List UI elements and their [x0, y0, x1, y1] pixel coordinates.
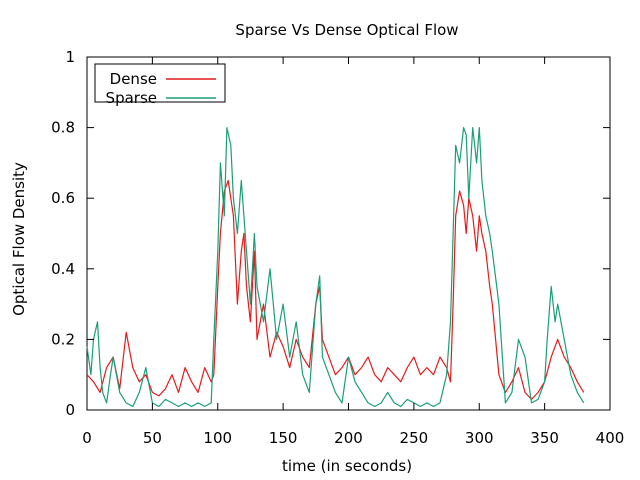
legend-label-dense: Dense	[110, 70, 157, 88]
x-tick-label: 350	[530, 429, 559, 447]
series-line-sparse	[86, 126, 585, 408]
x-tick-label: 100	[203, 429, 232, 447]
y-tick-label: 0.2	[51, 330, 75, 348]
y-tick-label: 0.6	[51, 189, 75, 207]
chart-title: Sparse Vs Dense Optical Flow	[235, 21, 458, 39]
y-tick-label: 0	[65, 401, 75, 419]
series-layer	[86, 126, 585, 408]
series-line-dense	[86, 179, 585, 400]
x-tick-label: 150	[269, 429, 298, 447]
y-axis-label: Optical Flow Density	[10, 162, 28, 316]
x-tick-label: 400	[596, 429, 625, 447]
x-tick-label: 200	[334, 429, 363, 447]
axes-layer: 0 50 100 150 200 250 300 350 400 0 0.2 0.4 0.6 0.8 1	[51, 48, 624, 447]
x-tick-label: 300	[465, 429, 494, 447]
y-tick-label: 0.4	[51, 260, 75, 278]
x-tick-label: 50	[143, 429, 162, 447]
y-tick-label: 1	[65, 48, 75, 66]
x-axis-label: time (in seconds)	[282, 457, 412, 475]
x-tick-label: 0	[82, 429, 92, 447]
y-tick-label: 0.8	[51, 119, 75, 137]
x-tick-label: 250	[400, 429, 429, 447]
legend-box	[94, 63, 226, 103]
legend-label-sparse: Sparse	[106, 89, 157, 107]
